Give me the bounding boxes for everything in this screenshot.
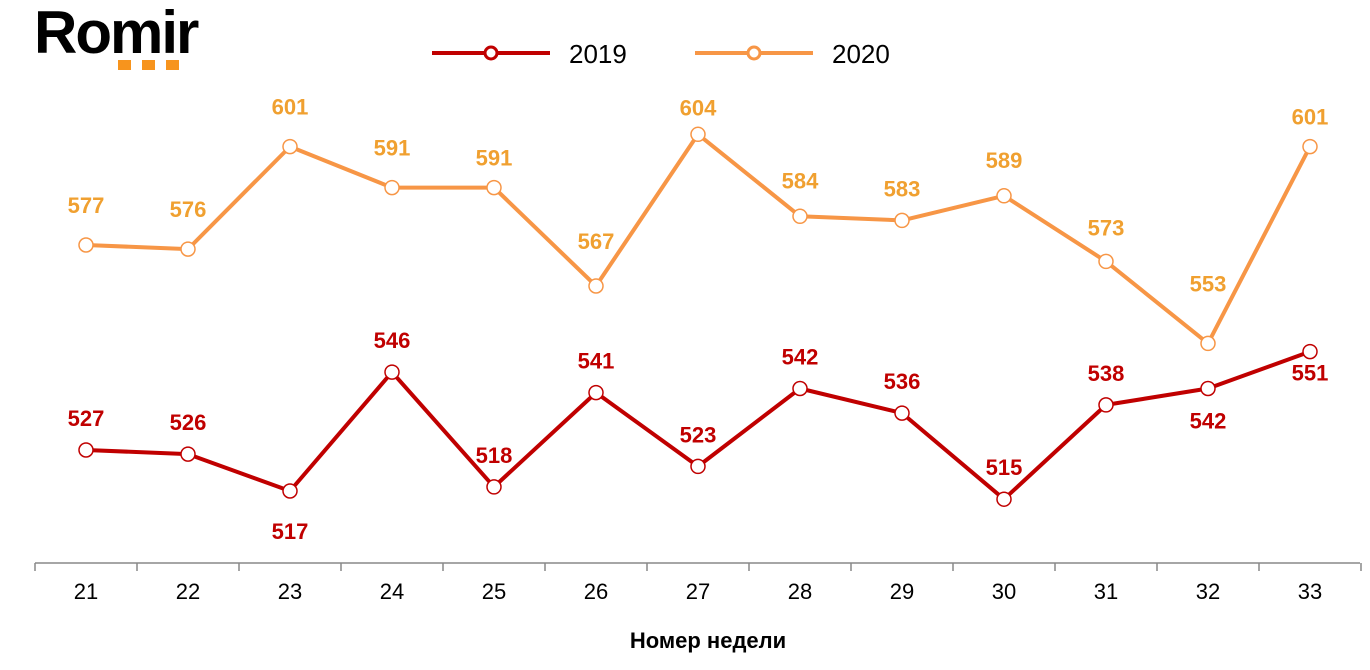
data-label-2020: 589 <box>986 148 1023 173</box>
data-label-2020: 591 <box>476 146 513 171</box>
data-point-2020 <box>282 138 298 155</box>
data-point-2020 <box>180 241 196 257</box>
romir-logo: Romir <box>34 0 199 70</box>
data-point-2020 <box>486 179 502 196</box>
data-label-2020: 553 <box>1190 271 1227 296</box>
data-label-2020: 577 <box>68 193 105 218</box>
data-point-2020 <box>384 179 400 196</box>
data-label-2019: 551 <box>1292 361 1329 386</box>
x-tick-label: 29 <box>890 579 914 604</box>
data-label-2019: 518 <box>476 443 513 468</box>
data-point-2020 <box>690 126 706 143</box>
data-point-2020 <box>1302 138 1318 155</box>
data-point-2020 <box>792 208 808 225</box>
data-label-2019: 546 <box>374 328 411 353</box>
data-point-2020 <box>78 237 94 253</box>
x-tick-label: 30 <box>992 579 1016 604</box>
data-label-2019: 541 <box>578 349 615 374</box>
legend-label-2020: 2020 <box>832 39 890 69</box>
data-point-2020 <box>1098 253 1114 270</box>
data-point-2019 <box>282 483 298 499</box>
x-tick-label: 21 <box>74 579 98 604</box>
data-point-2019 <box>486 479 502 495</box>
data-point-2019 <box>180 446 196 462</box>
data-point-2020 <box>588 278 604 294</box>
x-tick-label: 22 <box>176 579 200 604</box>
legend-label-2019: 2019 <box>569 39 627 69</box>
data-point-2019 <box>690 458 706 475</box>
legend-marker-2019 <box>483 45 499 61</box>
logo-dots <box>118 60 179 70</box>
data-label-2020: 573 <box>1088 215 1125 240</box>
x-tick-label: 32 <box>1196 579 1220 604</box>
data-label-2020: 604 <box>680 95 717 120</box>
x-tick-label: 31 <box>1094 579 1118 604</box>
x-tick-label: 33 <box>1298 579 1322 604</box>
x-tick-label: 27 <box>686 579 710 604</box>
data-point-2019 <box>996 491 1012 507</box>
x-tick-label: 28 <box>788 579 812 604</box>
x-tick-label: 23 <box>278 579 302 604</box>
series-line-2020 <box>85 132 1312 346</box>
data-label-2020: 584 <box>782 168 819 193</box>
data-label-2020: 576 <box>170 197 207 222</box>
logo-text: Romir <box>34 0 199 66</box>
data-label-2020: 567 <box>578 229 615 254</box>
data-point-2020 <box>996 188 1012 204</box>
data-label-2019: 527 <box>68 406 105 431</box>
data-point-2019 <box>1200 380 1216 397</box>
legend-marker-2020 <box>746 45 762 61</box>
data-label-2020: 591 <box>374 136 411 161</box>
x-tick-label: 26 <box>584 579 608 604</box>
data-label-2019: 538 <box>1088 361 1125 386</box>
data-label-2020: 583 <box>884 176 921 201</box>
x-tick-label: 24 <box>380 579 404 604</box>
data-label-2019: 523 <box>680 422 717 447</box>
data-point-2019 <box>1098 397 1114 413</box>
x-axis-label: Номер недели <box>630 628 786 653</box>
data-label-2019: 542 <box>1190 409 1227 434</box>
data-point-2019 <box>78 442 94 458</box>
data-label-2019: 536 <box>884 369 921 394</box>
data-point-2019 <box>894 405 910 421</box>
data-label-2020: 601 <box>272 95 309 120</box>
x-tick-label: 25 <box>482 579 506 604</box>
data-point-2019 <box>792 380 808 397</box>
data-point-2019 <box>588 384 604 401</box>
data-label-2019: 517 <box>272 519 309 544</box>
data-label-2019: 515 <box>986 455 1023 480</box>
data-point-2019 <box>1302 343 1318 360</box>
data-label-2019: 526 <box>170 410 207 435</box>
data-point-2020 <box>894 212 910 229</box>
data-label-2019: 542 <box>782 345 819 370</box>
data-point-2019 <box>384 364 400 380</box>
data-label-2020: 601 <box>1292 105 1329 130</box>
data-point-2020 <box>1200 335 1216 352</box>
